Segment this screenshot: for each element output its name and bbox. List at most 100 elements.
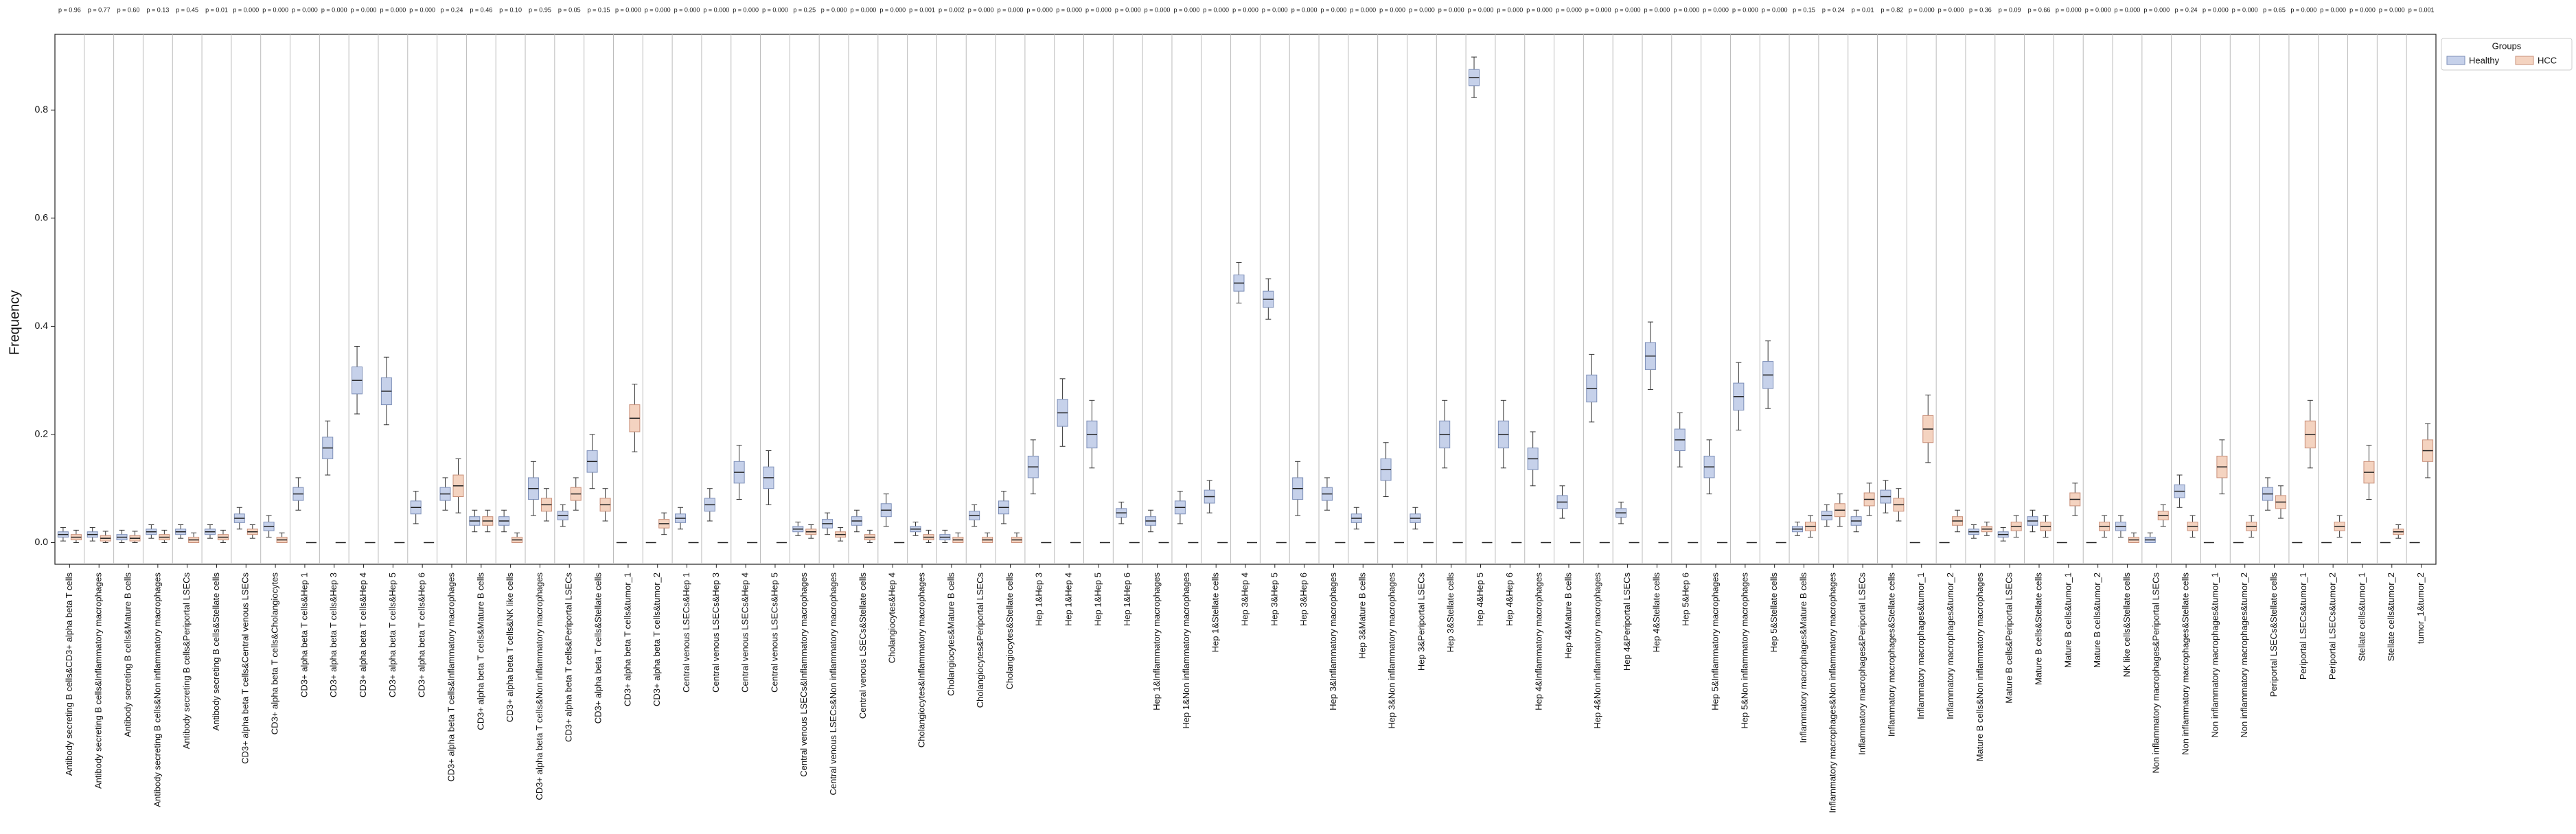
x-tick-label: Mature B cells&Non inflammatory macropha… [1975, 572, 1985, 762]
y-axis-label: Frequency [7, 290, 22, 356]
p-value: p = 0.24 [1822, 6, 1845, 13]
x-tick-label: Antibody secreting B cells&Non inflammat… [152, 572, 162, 807]
x-tick-label: Hep 4&Non inflammatory macrophages [1592, 572, 1602, 729]
x-tick-label: Antibody secreting B cells&CD3+ alpha be… [64, 572, 74, 776]
y-tick-label: 0.4 [35, 320, 49, 331]
x-tick-label: Hep 3&Inflammatory macrophages [1328, 572, 1338, 710]
legend-label: Healthy [2469, 55, 2500, 65]
p-value: p = 0.000 [1409, 6, 1435, 13]
p-value: p = 0.000 [821, 6, 847, 13]
x-tick-label: Hep 5&Non inflammatory macrophages [1739, 572, 1749, 729]
x-tick-label: CD3+ alpha beta T cells&Inflammatory mac… [446, 572, 456, 782]
x-tick-label: Non inflammatory macrophages&Periportal … [2151, 572, 2161, 774]
x-tick-label: Inflammatory macrophages&tumor_1 [1916, 572, 1926, 719]
x-tick-label: Antibody secreting B cells&Inflammatory … [93, 572, 104, 789]
p-value: p = 0.000 [321, 6, 347, 13]
p-value: p = 0.000 [351, 6, 377, 13]
p-value: p = 0.96 [58, 6, 81, 13]
p-value: p = 0.000 [1321, 6, 1347, 13]
x-tick-label: Hep 1&Hep 3 [1034, 572, 1044, 626]
x-tick-label: CD3+ alpha beta T cells&NK like cells [505, 572, 515, 723]
p-value: p = 0.15 [588, 6, 610, 13]
y-tick-label: 0.6 [35, 212, 49, 223]
x-tick-label: Hep 5&Stellate cells [1769, 572, 1779, 653]
x-tick-label: CD3+ alpha beta T cells&Non inflammatory… [534, 572, 544, 800]
p-value: p = 0.000 [2379, 6, 2405, 13]
x-tick-label: Hep 3&Hep 4 [1239, 572, 1250, 626]
p-value: p = 0.002 [939, 6, 965, 13]
p-value: p = 0.000 [1145, 6, 1171, 13]
p-value: p = 0.000 [1468, 6, 1494, 13]
p-value: p = 0.000 [1056, 6, 1082, 13]
x-tick-label: CD3+ alpha beta T cells&Hep 3 [328, 572, 338, 697]
x-tick-label: Non inflammatory macrophages&tumor_1 [2209, 572, 2220, 738]
p-value: p = 0.000 [2232, 6, 2258, 13]
x-tick-label: Inflammatory macrophages&Mature B cells [1798, 572, 1808, 743]
x-tick-label: Non inflammatory macrophages&Stellate ce… [2181, 572, 2191, 755]
x-tick-label: Hep 4&Hep 5 [1475, 572, 1485, 626]
x-tick-label: Non inflammatory macrophages&tumor_2 [2239, 572, 2249, 738]
p-value: p = 0.13 [146, 6, 169, 13]
x-tick-label: Cholangiocytes&Periportal LSECs [975, 572, 985, 708]
x-tick-label: Inflammatory macrophages&tumor_2 [1945, 572, 1955, 719]
x-tick-label: Antibody secreting B cells&Periportal LS… [181, 572, 192, 750]
x-tick-label: Inflammatory macrophages&Non inflammator… [1828, 572, 1838, 813]
legend-frame [2441, 38, 2573, 71]
p-value: p = 0.000 [262, 6, 288, 13]
x-tick-label: Hep 3&Hep 6 [1298, 572, 1309, 626]
p-value: p = 0.10 [499, 6, 522, 13]
x-tick-label: Central venous LSECs&Hep 5 [769, 572, 779, 693]
p-value: p = 0.000 [1556, 6, 1582, 13]
p-value: p = 0.000 [1203, 6, 1229, 13]
p-value: p = 0.000 [1732, 6, 1758, 13]
x-tick-label: Hep 4&Inflammatory macrophages [1534, 572, 1544, 710]
x-tick-label: Hep 3&Periportal LSECs [1416, 572, 1426, 671]
x-tick-label: CD3+ alpha beta T cells&Mature B cells [475, 572, 485, 730]
x-tick-label: CD3+ alpha beta T cells&Hep 1 [299, 572, 309, 697]
p-value: p = 0.95 [529, 6, 551, 13]
p-value: p = 0.77 [88, 6, 111, 13]
y-tick-label: 0.0 [35, 536, 49, 547]
p-value: p = 0.000 [851, 6, 877, 13]
p-value: p = 0.000 [733, 6, 759, 13]
p-value: p = 0.000 [1291, 6, 1318, 13]
p-value: p = 0.000 [1644, 6, 1670, 13]
p-value: p = 0.000 [879, 6, 906, 13]
x-tick-label: CD3+ alpha beta T cells&Cholangiocytes [270, 572, 280, 735]
x-tick-label: CD3+ alpha beta T cells&Hep 4 [358, 572, 368, 697]
x-tick-label: Cholangiocytes&Inflammatory macrophages [916, 572, 926, 748]
p-value: p = 0.000 [380, 6, 406, 13]
p-value: p = 0.000 [1909, 6, 1935, 13]
legend-swatch [2515, 56, 2534, 65]
p-value: p = 0.000 [2085, 6, 2111, 13]
p-value: p = 0.000 [1615, 6, 1641, 13]
x-tick-label: Stellate cells&tumor_1 [2356, 572, 2367, 661]
p-value: p = 0.09 [1999, 6, 2021, 13]
p-value: p = 0.000 [1938, 6, 1964, 13]
x-tick-label: tumor_1&tumor_2 [2415, 572, 2426, 644]
p-value: p = 0.45 [176, 6, 198, 13]
p-value: p = 0.001 [2408, 6, 2435, 13]
p-value: p = 0.15 [1793, 6, 1815, 13]
x-tick-label: Hep 5&Inflammatory macrophages [1710, 572, 1720, 710]
x-tick-label: Cholangiocytes&Mature B cells [945, 572, 956, 696]
p-value: p = 0.000 [2056, 6, 2082, 13]
x-tick-label: CD3+ alpha beta T cells&tumor_1 [622, 572, 632, 706]
x-tick-label: Central venous LSECs&Hep 4 [740, 572, 750, 693]
p-value: p = 0.000 [1232, 6, 1258, 13]
p-value: p = 0.36 [1969, 6, 1992, 13]
x-tick-label: Hep 1&Stellate cells [1210, 572, 1221, 653]
p-value: p = 0.000 [2143, 6, 2170, 13]
x-tick-label: Mature B cells&tumor_1 [2062, 572, 2073, 668]
p-value: p = 0.65 [2263, 6, 2286, 13]
x-tick-label: Hep 4&Mature B cells [1563, 572, 1573, 659]
p-value: p = 0.000 [1085, 6, 1112, 13]
p-value: p = 0.000 [968, 6, 994, 13]
p-value: p = 0.000 [1585, 6, 1611, 13]
p-value: p = 0.82 [1881, 6, 1904, 13]
x-tick-label: Mature B cells&Stellate cells [2033, 572, 2043, 686]
p-value: p = 0.000 [2115, 6, 2141, 13]
x-tick-label: Hep 1&Hep 5 [1092, 572, 1103, 626]
p-value: p = 0.000 [998, 6, 1024, 13]
